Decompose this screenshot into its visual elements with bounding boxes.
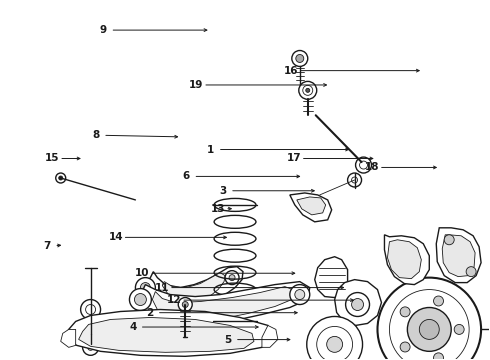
Polygon shape [436,228,481,283]
Polygon shape [290,193,332,222]
Circle shape [307,316,363,360]
Circle shape [327,336,343,352]
Polygon shape [152,287,293,321]
Polygon shape [138,282,310,328]
Text: 12: 12 [167,295,181,305]
Text: 15: 15 [45,153,59,163]
Text: 3: 3 [220,186,227,196]
Circle shape [454,324,464,334]
Text: 1: 1 [207,144,215,154]
Circle shape [178,298,192,311]
Circle shape [299,81,317,99]
Circle shape [225,271,239,285]
Polygon shape [262,325,278,347]
Circle shape [83,339,98,355]
Circle shape [352,298,364,310]
Polygon shape [442,235,475,276]
Text: 19: 19 [189,80,203,90]
Circle shape [306,88,310,92]
Circle shape [400,307,410,317]
Circle shape [135,278,155,298]
Polygon shape [162,273,225,305]
Circle shape [295,289,305,300]
Text: 4: 4 [129,322,136,332]
Circle shape [182,302,188,307]
Circle shape [292,50,308,67]
Circle shape [356,157,371,173]
Circle shape [129,289,151,310]
Circle shape [400,342,410,352]
Circle shape [141,283,150,293]
Polygon shape [66,310,272,356]
Polygon shape [385,235,429,285]
Text: 9: 9 [100,25,107,35]
Text: 5: 5 [224,334,232,345]
Text: 6: 6 [183,171,190,181]
Text: 10: 10 [135,268,150,278]
Circle shape [347,173,362,187]
Circle shape [434,353,443,360]
Circle shape [290,285,310,305]
Text: 13: 13 [211,204,225,214]
Circle shape [434,296,443,306]
Text: 18: 18 [365,162,379,172]
Circle shape [345,293,369,316]
Polygon shape [146,267,243,315]
Circle shape [407,307,451,351]
Polygon shape [315,257,347,298]
Text: 2: 2 [146,308,153,318]
Text: 7: 7 [44,241,51,251]
Polygon shape [388,240,421,279]
Polygon shape [335,280,382,325]
Circle shape [377,278,481,360]
Polygon shape [61,329,75,347]
Text: 14: 14 [108,232,123,242]
Text: 11: 11 [155,283,169,293]
Circle shape [444,235,454,245]
Circle shape [81,300,100,319]
Text: 16: 16 [284,66,298,76]
Circle shape [466,267,476,276]
Circle shape [59,176,63,180]
Text: 17: 17 [287,153,301,163]
Text: 8: 8 [93,130,100,140]
Polygon shape [297,197,326,215]
Circle shape [229,275,235,280]
Circle shape [134,293,147,306]
Circle shape [419,319,439,339]
Circle shape [296,54,304,62]
Polygon shape [78,318,254,352]
